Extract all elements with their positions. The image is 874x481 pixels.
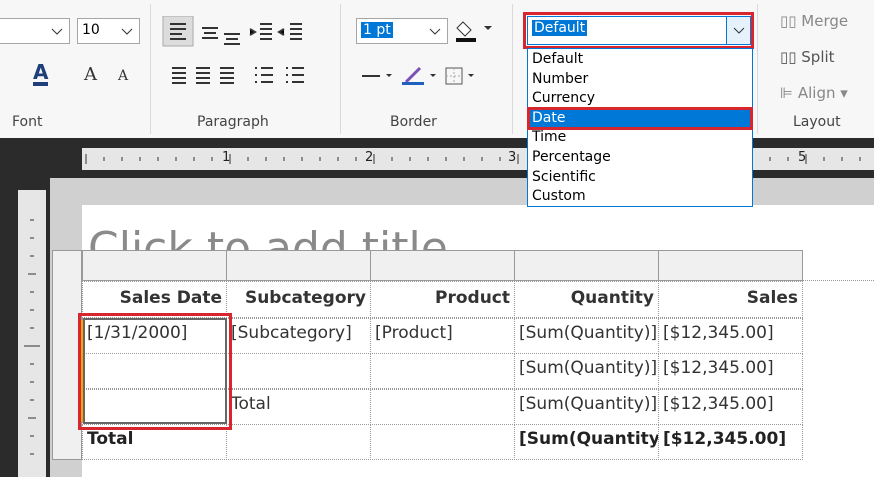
ruler-label: 2: [365, 150, 374, 165]
border-width: 1 pt: [361, 22, 393, 38]
format-option[interactable]: Currency: [532, 90, 596, 107]
group-label: Layout: [793, 114, 841, 130]
vertical-ruler: [18, 190, 46, 477]
format-option[interactable]: Default: [532, 51, 584, 67]
chevron: [733, 27, 745, 34]
font-size: 10: [82, 22, 100, 38]
font-name-combo[interactable]: [0, 18, 70, 44]
separator: [757, 4, 758, 134]
button-label: Align: [797, 84, 836, 102]
highlight-box: [527, 106, 753, 130]
group-label: Font: [12, 114, 43, 130]
grow-font-button[interactable]: A: [84, 64, 97, 85]
format-option[interactable]: Custom: [532, 188, 586, 205]
dropdown-button[interactable]: [726, 17, 750, 44]
number-format-value: Default: [532, 20, 588, 36]
ruler-ticks: [85, 154, 861, 164]
font-size-combo[interactable]: 10: [77, 18, 140, 44]
chevron: [429, 28, 441, 35]
border-icons: [362, 21, 492, 85]
format-option[interactable]: Percentage: [532, 149, 611, 165]
paragraph-icons: [162, 16, 304, 84]
chevron: [51, 28, 63, 35]
separator: [512, 4, 513, 134]
split-button[interactable]: ▯▯ Split: [780, 48, 835, 66]
number-format-list: Default Number Currency Date Time Percentage S…: [527, 48, 753, 207]
chevron: [121, 28, 133, 35]
font-color-button[interactable]: A: [33, 60, 49, 86]
ruler-label: 1: [222, 150, 231, 165]
report-page: Click to add title: [82, 205, 874, 477]
format-option[interactable]: Time: [532, 129, 567, 146]
format-option[interactable]: Number: [532, 70, 589, 87]
group-label: Paragraph: [197, 114, 269, 130]
highlight-box: [523, 12, 754, 49]
format-option[interactable]: Date: [530, 108, 751, 129]
ruler-ticks: [24, 219, 40, 455]
ruler-label: 5: [798, 150, 807, 165]
separator: [340, 4, 341, 134]
body-edge: [82, 280, 874, 281]
align-button[interactable]: ⊫ Align ▾: [780, 84, 848, 102]
group-label: Border: [390, 114, 437, 130]
button-label: Split: [801, 48, 835, 66]
title-placeholder[interactable]: Click to add title: [88, 223, 448, 274]
horizontal-ruler: 1 2 3 5: [82, 148, 874, 170]
merge-button[interactable]: ▯▯ Merge: [780, 12, 849, 30]
border-width-combo[interactable]: 1 pt: [356, 18, 448, 44]
number-format-combo[interactable]: Default: [527, 16, 751, 45]
format-option[interactable]: Scientific: [532, 168, 596, 185]
separator: [150, 4, 151, 134]
ruler-label: 3: [508, 150, 517, 165]
shrink-font-button[interactable]: A: [118, 68, 129, 84]
button-label: Merge: [801, 12, 849, 30]
